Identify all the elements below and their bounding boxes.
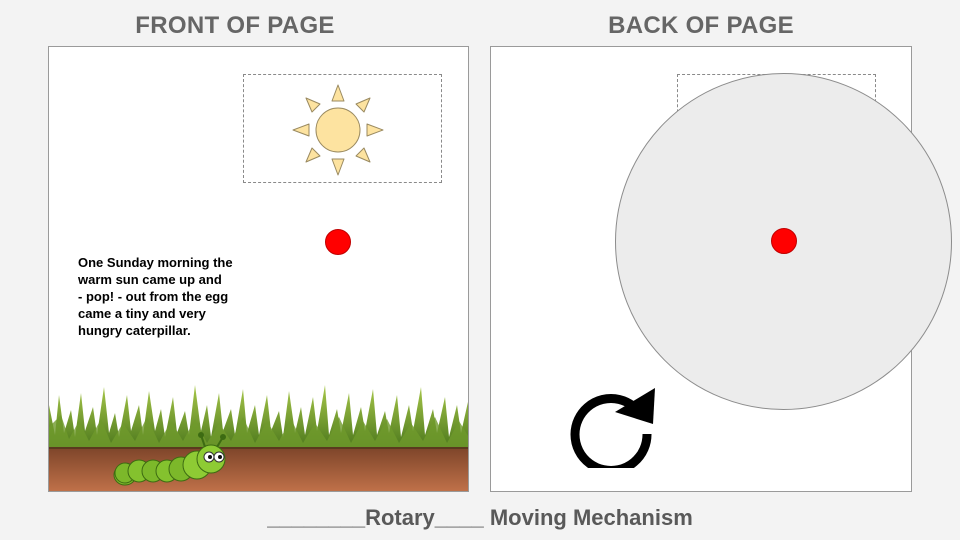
story-text: One Sunday morning the warm sun came up …	[78, 254, 268, 339]
clockwise-rotate-icon	[570, 388, 655, 468]
window-cutout-outline	[243, 74, 442, 183]
front-heading: FRONT OF PAGE	[135, 12, 335, 39]
story-line: One Sunday morning the	[78, 255, 233, 270]
split-pin-marker	[771, 228, 797, 254]
story-line: - pop! - out from the egg	[78, 289, 229, 304]
mechanism-caption: ________Rotary____ Moving Mechanism	[267, 505, 693, 530]
grass	[49, 385, 468, 447]
caterpillar	[113, 432, 226, 486]
split-pin-marker	[325, 229, 351, 255]
story-line: warm sun came up and	[78, 272, 222, 287]
sun-icon	[292, 84, 384, 176]
soil	[49, 445, 468, 491]
grass-scene-illustration	[49, 385, 468, 491]
story-line: came a tiny and very	[78, 306, 206, 321]
front-page-panel: One Sunday morning the warm sun came up …	[48, 46, 469, 492]
story-line: hungry caterpillar.	[78, 323, 191, 338]
back-heading: BACK OF PAGE	[608, 12, 794, 39]
